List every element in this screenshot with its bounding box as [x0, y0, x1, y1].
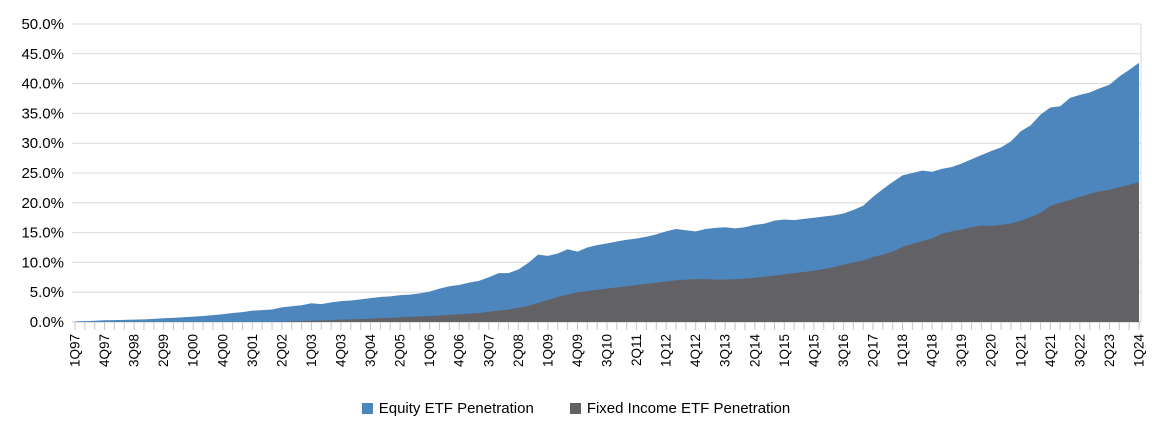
y-axis-tick-label: 0.0% — [30, 314, 64, 331]
legend-item-fixed-income: Fixed Income ETF Penetration — [569, 399, 791, 417]
x-axis-tick-label: 2Q20 — [984, 334, 999, 367]
x-axis-tick-label: 1Q21 — [1013, 334, 1028, 367]
legend: Equity ETF Penetration Fixed Income ETF … — [0, 397, 1152, 419]
x-axis-tick-label: 1Q09 — [540, 334, 555, 367]
x-axis-tick-label: 4Q12 — [688, 334, 703, 367]
y-axis-tick-label: 40.0% — [21, 76, 64, 93]
x-axis-tick-label: 1Q24 — [1132, 334, 1147, 368]
x-axis-tick-label: 2Q08 — [511, 334, 526, 367]
x-axis-tick-label: 3Q10 — [600, 334, 615, 367]
y-axis-tick-label: 50.0% — [21, 16, 64, 33]
fixed-income-area-series — [75, 181, 1139, 322]
x-axis-tick-label: 1Q06 — [422, 334, 437, 367]
x-axis-tick-label: 3Q19 — [954, 334, 969, 367]
x-axis-tick-label: 3Q01 — [245, 334, 260, 367]
x-axis-tick-label: 1Q18 — [895, 334, 910, 367]
y-axis-tick-label: 35.0% — [21, 105, 64, 122]
x-axis-tick-label: 1Q97 — [68, 334, 83, 367]
y-axis-tick-label: 15.0% — [21, 225, 64, 242]
x-axis-tick-label: 1Q00 — [186, 334, 201, 367]
x-axis-tick-label: 2Q14 — [747, 334, 762, 368]
x-axis-tick-label: 2Q17 — [866, 334, 881, 367]
y-axis-tick-label: 25.0% — [21, 165, 64, 182]
x-axis-tick-label: 2Q11 — [629, 334, 644, 366]
x-axis-tick-label: 3Q22 — [1072, 334, 1087, 367]
x-axis-tick-label: 1Q12 — [659, 334, 674, 367]
x-axis-tick-label: 1Q15 — [777, 334, 792, 367]
y-axis-tick-label: 5.0% — [30, 284, 64, 301]
y-axis-tick-label: 20.0% — [21, 195, 64, 212]
x-axis-tick-label: 4Q00 — [215, 334, 230, 367]
y-axis-tick-label: 30.0% — [21, 135, 64, 152]
x-axis-tick-label: 3Q16 — [836, 334, 851, 367]
legend-swatch-fixed-income — [569, 402, 581, 414]
x-axis-tick-label: 4Q97 — [97, 334, 112, 367]
y-axis-tick-label: 45.0% — [21, 46, 64, 63]
y-axis-tick-label: 10.0% — [21, 254, 64, 271]
x-axis-tick-label: 2Q23 — [1102, 334, 1117, 367]
x-axis-tick-label: 4Q18 — [925, 334, 940, 367]
x-axis-tick-label: 3Q04 — [363, 334, 378, 368]
legend-swatch-equity — [361, 402, 373, 414]
x-axis-tick-label: 3Q13 — [718, 334, 733, 367]
x-axis-tick-label: 4Q21 — [1043, 334, 1058, 367]
x-axis-tick-label: 2Q05 — [393, 334, 408, 367]
x-axis-tick-label: 4Q03 — [334, 334, 349, 367]
x-axis-tick-label: 4Q09 — [570, 334, 585, 367]
x-axis-tick-label: 3Q07 — [481, 334, 496, 367]
x-axis-tick-label: 3Q98 — [127, 334, 142, 367]
legend-item-equity: Equity ETF Penetration — [361, 399, 534, 417]
legend-label-equity: Equity ETF Penetration — [378, 399, 534, 417]
x-axis-tick-label: 2Q99 — [156, 334, 171, 367]
legend-label-fixed-income: Fixed Income ETF Penetration — [586, 399, 791, 417]
x-axis-tick-label: 4Q15 — [806, 334, 821, 367]
x-axis-tick-label: 4Q06 — [452, 334, 467, 367]
x-axis-tick-label: 2Q02 — [274, 334, 289, 367]
x-axis-tick-label: 1Q03 — [304, 334, 319, 367]
